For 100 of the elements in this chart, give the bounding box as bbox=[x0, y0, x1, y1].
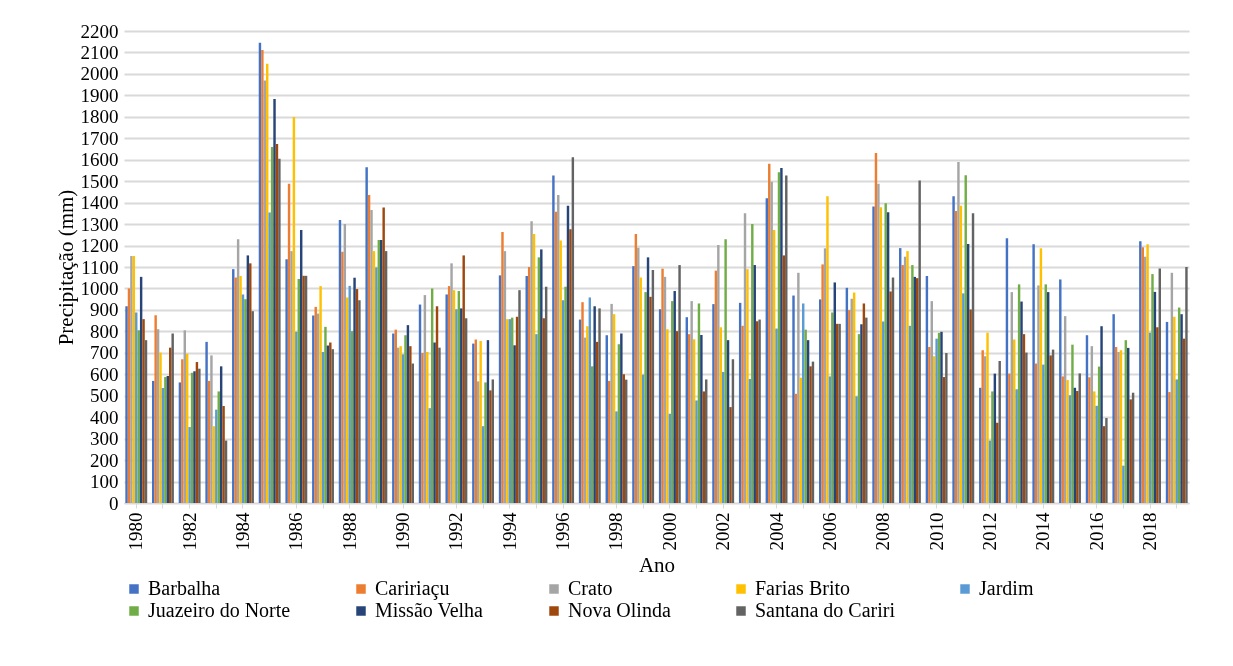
bar bbox=[666, 329, 669, 503]
y-tick-label: 700 bbox=[90, 342, 119, 364]
bar bbox=[729, 407, 732, 503]
bar bbox=[251, 311, 254, 503]
legend-label: Missão Velha bbox=[375, 599, 484, 621]
bar bbox=[1100, 326, 1103, 503]
bar bbox=[1185, 267, 1188, 503]
bar bbox=[530, 221, 533, 503]
bar bbox=[1151, 274, 1154, 503]
bar bbox=[586, 326, 589, 503]
bar bbox=[142, 319, 145, 503]
bar bbox=[1032, 244, 1035, 503]
bar bbox=[1025, 352, 1028, 503]
x-tick-label: 1992 bbox=[445, 512, 467, 551]
bar bbox=[1146, 244, 1149, 503]
bar bbox=[404, 335, 407, 503]
bar bbox=[273, 99, 276, 503]
bar bbox=[952, 196, 955, 503]
x-tick-label: 2002 bbox=[712, 512, 734, 551]
bar bbox=[1156, 327, 1159, 503]
bar bbox=[780, 168, 783, 503]
y-tick-label: 500 bbox=[90, 385, 119, 407]
y-tick-label: 1900 bbox=[80, 84, 119, 106]
bar bbox=[717, 245, 720, 503]
bar bbox=[615, 411, 618, 503]
bar bbox=[969, 309, 972, 503]
bar bbox=[581, 302, 584, 503]
y-tick-label: 2200 bbox=[80, 20, 119, 42]
bar bbox=[295, 331, 298, 503]
y-axis-title: Precipitação (mm) bbox=[53, 189, 78, 346]
y-tick-label: 1300 bbox=[80, 213, 119, 235]
bar bbox=[928, 347, 931, 503]
x-tick-label: 2000 bbox=[658, 512, 680, 551]
bar bbox=[831, 312, 834, 503]
bar bbox=[188, 427, 191, 503]
bar bbox=[319, 286, 322, 503]
bar bbox=[855, 396, 858, 503]
x-tick-label: 2016 bbox=[1085, 512, 1107, 551]
bar bbox=[125, 306, 128, 503]
bar bbox=[1008, 373, 1011, 503]
bar bbox=[268, 212, 271, 503]
bar bbox=[751, 223, 754, 503]
bar bbox=[1049, 355, 1052, 503]
bar bbox=[1015, 389, 1018, 503]
bar bbox=[1173, 316, 1176, 503]
bar bbox=[673, 291, 676, 503]
bar bbox=[1066, 380, 1069, 503]
bar bbox=[860, 324, 863, 503]
bar bbox=[700, 335, 703, 503]
bar bbox=[159, 352, 162, 503]
legend-label: Santana do Cariri bbox=[755, 599, 896, 621]
x-tick-label: 1996 bbox=[552, 512, 574, 551]
bar bbox=[438, 347, 441, 503]
x-tick-label: 1998 bbox=[605, 512, 627, 551]
bar bbox=[865, 317, 868, 503]
bar bbox=[712, 304, 715, 503]
bar bbox=[239, 276, 242, 503]
bar bbox=[661, 268, 664, 503]
bar bbox=[1037, 285, 1040, 503]
legend-label: Juazeiro do Norte bbox=[148, 599, 291, 621]
bar bbox=[392, 333, 395, 503]
y-tick-label: 1400 bbox=[80, 192, 119, 214]
bar bbox=[462, 255, 465, 503]
y-tick-label: 1800 bbox=[80, 106, 119, 128]
y-tick-label: 1100 bbox=[81, 256, 119, 278]
x-tick-label: 2006 bbox=[818, 512, 840, 551]
bar bbox=[637, 247, 640, 503]
bar bbox=[215, 409, 218, 503]
legend-label: Nova Olinda bbox=[568, 599, 671, 621]
x-tick-label: 1988 bbox=[338, 512, 360, 551]
bar bbox=[690, 301, 693, 503]
bar bbox=[455, 309, 458, 503]
bar bbox=[358, 300, 361, 503]
bar bbox=[285, 259, 288, 503]
bar bbox=[620, 333, 623, 503]
bar bbox=[911, 265, 914, 503]
bar bbox=[821, 264, 824, 503]
y-tick-label: 800 bbox=[90, 320, 119, 342]
y-tick-label: 200 bbox=[90, 449, 119, 471]
y-tick-label: 1200 bbox=[80, 235, 119, 257]
x-tick-label: 2008 bbox=[872, 512, 894, 551]
bar bbox=[986, 332, 989, 503]
bar bbox=[598, 308, 601, 503]
y-tick-label: 600 bbox=[90, 363, 119, 385]
bar bbox=[479, 341, 482, 503]
bar bbox=[724, 239, 727, 503]
bar bbox=[1095, 405, 1098, 503]
bar bbox=[433, 342, 436, 503]
bar bbox=[353, 277, 356, 503]
bar bbox=[1139, 241, 1142, 503]
bar bbox=[957, 162, 960, 503]
bar bbox=[695, 400, 698, 503]
y-tick-label: 1500 bbox=[80, 170, 119, 192]
bar bbox=[998, 360, 1001, 503]
bar bbox=[234, 277, 237, 503]
legend-label: Farias Brito bbox=[755, 577, 850, 599]
x-tick-label: 1984 bbox=[231, 512, 253, 551]
bar bbox=[901, 265, 904, 503]
bar bbox=[137, 330, 140, 503]
bar bbox=[421, 353, 424, 503]
